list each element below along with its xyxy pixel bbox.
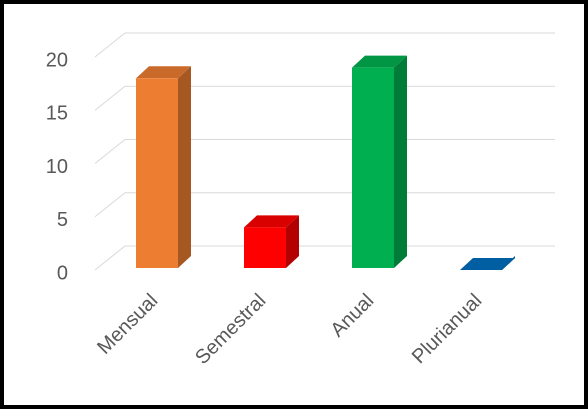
bar	[244, 227, 286, 268]
y-tick-label: 20	[46, 49, 68, 71]
y-tick-label: 0	[57, 262, 68, 284]
bar-side	[394, 55, 407, 269]
y-tick-label: 10	[46, 156, 68, 178]
bar	[352, 67, 394, 269]
bar-top	[136, 66, 191, 79]
grid-line	[94, 85, 555, 111]
bar-top	[352, 55, 407, 68]
grid-line	[94, 245, 555, 271]
y-tick-label: 15	[46, 103, 68, 125]
bar	[136, 78, 178, 268]
bar-top	[244, 215, 299, 228]
grid-line	[94, 192, 555, 218]
grid-line	[94, 32, 555, 58]
bar-side	[286, 215, 299, 268]
bar-top	[460, 258, 515, 270]
y-tick-label: 5	[57, 209, 68, 231]
grid-line	[94, 139, 555, 164]
bar-side	[178, 66, 191, 268]
